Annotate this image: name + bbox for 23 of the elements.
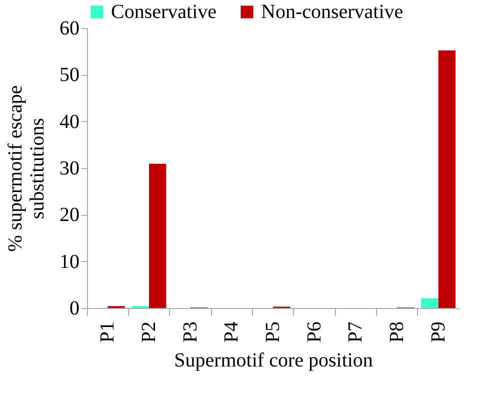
x-tick-label: P4: [220, 322, 243, 343]
bar: [149, 164, 166, 308]
bar: [438, 50, 456, 308]
y-axis-title: % supermotif escape substitutions: [4, 85, 48, 252]
legend-label: Conservative: [111, 1, 217, 23]
y-tick-label: 30: [60, 158, 80, 180]
legend-label: Non-conservative: [261, 1, 404, 23]
x-tick-label: P7: [344, 322, 367, 343]
bar: [421, 298, 438, 308]
x-tick-label: P1: [96, 322, 119, 343]
x-tick-label: P3: [179, 322, 202, 343]
y-tick-label: 10: [60, 250, 80, 273]
x-tick-label: P2: [138, 322, 160, 343]
x-tick-label: P5: [262, 322, 284, 343]
y-tick-label: 0: [70, 298, 80, 320]
x-tick-label: P9: [427, 322, 450, 343]
x-tick-label: P6: [303, 322, 326, 343]
y-tick-label: 50: [60, 64, 80, 86]
x-axis-title: Supermotif core position: [174, 350, 373, 372]
y-tick-label: 40: [60, 110, 80, 133]
x-tick-label: P8: [386, 322, 408, 343]
y-tick-label: 20: [60, 204, 80, 226]
y-tick-label: 60: [60, 18, 80, 40]
